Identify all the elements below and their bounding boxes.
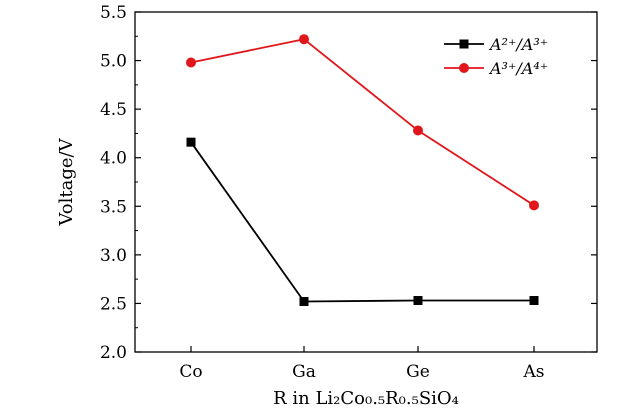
data-point-square bbox=[299, 296, 309, 306]
data-point-circle bbox=[299, 34, 309, 45]
y-tick-label: 5.5 bbox=[100, 3, 127, 23]
y-tick-label: 5.0 bbox=[100, 52, 127, 72]
series-line-1 bbox=[190, 141, 534, 303]
data-point-circle bbox=[529, 200, 539, 211]
y-tick-label: 3.0 bbox=[100, 246, 127, 266]
x-tick-label-as: As bbox=[522, 362, 544, 382]
data-point-square bbox=[529, 296, 539, 306]
x-tick-label-ga: Ga bbox=[292, 362, 316, 382]
x-axis: Co Ga Ge As bbox=[179, 346, 545, 382]
y-axis: 2.0 2.5 3.0 3.5 4.0 4.5 5.0 5.5 bbox=[100, 3, 597, 363]
data-point-square bbox=[186, 137, 196, 147]
y-tick-label: 4.0 bbox=[100, 149, 127, 169]
legend-label: A³⁺/A⁴⁺ bbox=[488, 59, 548, 78]
y-tick-label: 3.5 bbox=[100, 197, 127, 217]
y-tick-label: 4.5 bbox=[100, 100, 127, 120]
y-tick-label: 2.0 bbox=[100, 343, 127, 363]
legend-marker-square bbox=[459, 39, 469, 49]
y-axis-title: Voltage/V bbox=[56, 137, 77, 226]
series-line-2 bbox=[190, 38, 535, 207]
x-tick-label-ge: Ge bbox=[406, 362, 430, 382]
legend-label: A²⁺/A³⁺ bbox=[488, 35, 548, 54]
legend: A²⁺/A³⁺ A³⁺/A⁴⁺ bbox=[444, 35, 548, 78]
legend-marker-circle bbox=[459, 63, 469, 73]
x-axis-title: R in Li₂Co₀.₅R₀.₅SiO₄ bbox=[273, 388, 459, 409]
series-layer bbox=[186, 34, 539, 306]
x-tick-label-co: Co bbox=[179, 362, 202, 382]
data-point-circle bbox=[413, 125, 423, 136]
y-tick-label: 2.5 bbox=[100, 294, 127, 314]
data-point-square bbox=[413, 296, 423, 306]
data-point-circle bbox=[186, 57, 196, 68]
